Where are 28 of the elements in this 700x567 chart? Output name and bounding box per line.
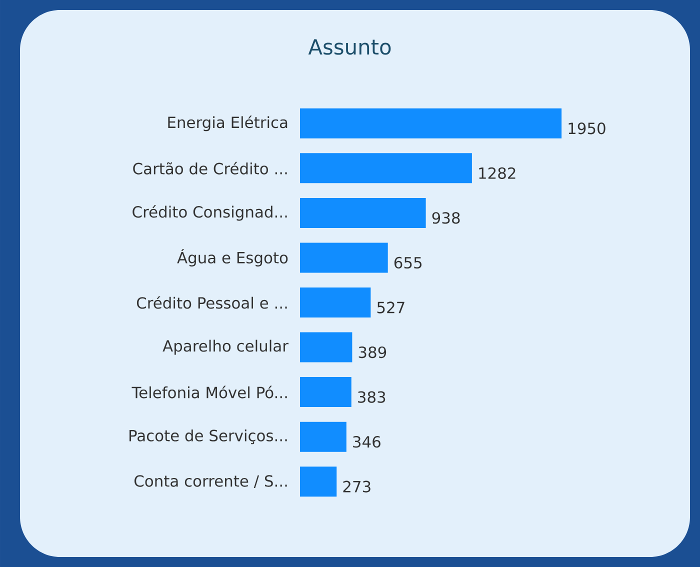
- bar: [300, 242, 388, 273]
- y-tick-label: Água e Esgoto: [177, 248, 288, 266]
- data-label: 1950: [568, 122, 606, 134]
- bar: [300, 332, 352, 362]
- data-label: 527: [377, 302, 404, 314]
- data-label: 383: [358, 391, 386, 403]
- bar: [300, 198, 426, 228]
- data-label: 346: [353, 436, 380, 448]
- bar: [300, 108, 562, 138]
- data-label: 273: [343, 480, 370, 492]
- bar: [300, 287, 371, 318]
- data-label: 1282: [479, 167, 516, 179]
- data-label: 389: [358, 346, 386, 358]
- y-tick-label: Conta corrente / S...: [134, 475, 287, 488]
- y-tick-label: Aparelho celular: [162, 340, 288, 355]
- data-label: 938: [432, 212, 460, 224]
- y-tick-label: Cartão de Crédito ...: [133, 162, 287, 174]
- y-tick-label: Crédito Consignad...: [132, 205, 287, 221]
- y-tick-label: Pacote de Serviços...: [130, 429, 287, 444]
- bar: [300, 153, 472, 184]
- y-tick-label: Energia Elétrica: [168, 116, 288, 132]
- y-tick-label: Crédito Pessoal e ...: [136, 296, 287, 309]
- y-tick-label: Telefonia Móvel Pó...: [132, 386, 287, 398]
- chart-title: Assunto: [308, 39, 391, 55]
- bar: [300, 466, 337, 497]
- bar: [300, 377, 352, 408]
- data-label: 655: [394, 256, 422, 269]
- bar: [300, 422, 346, 452]
